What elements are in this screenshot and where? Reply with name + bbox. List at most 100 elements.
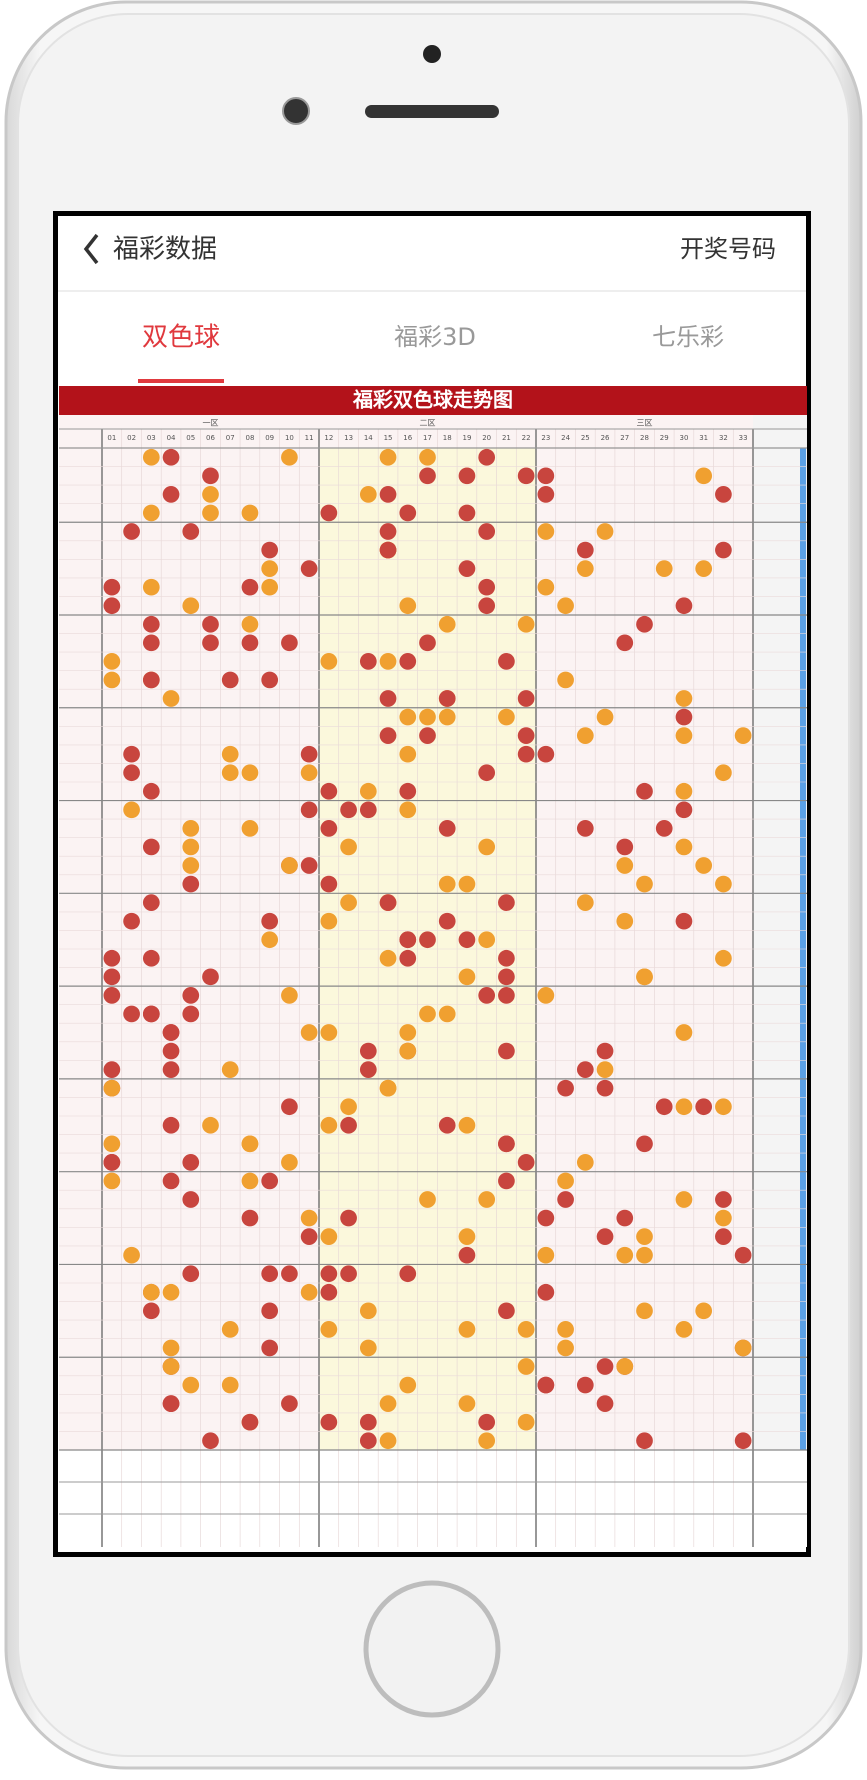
ball [596,1228,614,1245]
ball [537,578,555,596]
ball [498,949,515,967]
ball [103,968,121,986]
stats-bg [753,415,807,1450]
ball [675,1024,693,1041]
ball [320,1265,338,1283]
tab[interactable]: 福彩3D [394,323,476,351]
column-label: 30 [679,434,688,442]
ball [320,912,338,930]
ball [202,1432,219,1450]
ball [399,1042,417,1060]
ball [123,1246,140,1264]
ball [379,949,397,967]
ball [537,1283,555,1301]
ball [616,1358,634,1375]
ball [281,1265,298,1283]
header-action[interactable]: 开奖号码 [680,235,776,263]
ball [359,1042,377,1060]
ball [241,1172,259,1190]
ball [142,504,160,522]
ball [438,615,456,633]
ball [399,597,417,615]
ball [182,875,200,893]
ball [340,1116,357,1134]
ball [438,708,456,726]
ball [241,504,259,522]
ball [596,1395,614,1412]
ball [320,1283,338,1301]
ball [419,931,436,949]
ball [557,1339,574,1357]
column-label: 03 [147,434,156,442]
ball [498,987,515,1004]
column-label: 13 [344,434,353,442]
ball [675,708,693,726]
ball [399,949,417,967]
chart-banner [59,386,807,415]
tab[interactable]: 双色球 [142,323,220,353]
ball [478,931,496,949]
home-button[interactable] [363,1580,501,1718]
ball [399,1024,417,1041]
ball [458,968,476,986]
ball [399,1376,417,1394]
ball [675,727,693,744]
ball [517,467,535,485]
ball [537,1246,555,1264]
column-label: 24 [561,434,570,442]
ball [261,1302,279,1320]
ball [734,1339,752,1357]
ball [320,1321,338,1338]
ball [458,560,476,577]
ball [419,634,436,652]
ball [162,448,180,466]
ball [359,486,377,503]
ball [379,448,397,466]
ball [123,1005,140,1023]
column-label: 29 [660,434,669,442]
ball [419,727,436,744]
ball [438,1005,456,1023]
ball [379,894,397,911]
ball [123,523,140,540]
ball [202,504,219,522]
ball [359,1432,377,1450]
ball [458,467,476,485]
ball [359,782,377,800]
ball [517,1154,535,1171]
column-label: 28 [640,434,649,442]
ball [399,801,417,819]
ball [142,1302,160,1320]
ball [359,1413,377,1431]
tab[interactable]: 七乐彩 [652,323,724,351]
ball [320,1116,338,1134]
ball [182,1265,200,1283]
ball [458,1246,476,1264]
back-button[interactable] [83,233,99,265]
column-label: 27 [620,434,629,442]
ball [359,1302,377,1320]
ball [498,968,515,986]
ball [261,541,279,559]
ball [359,1339,377,1357]
ball [320,1024,338,1041]
ball [261,671,279,689]
chart-title: 福彩双色球走势图 [352,388,513,412]
ball [458,1116,476,1134]
ball [103,597,121,615]
ball [478,764,496,782]
ball [399,708,417,726]
column-label: 14 [364,434,373,442]
ball [478,1413,496,1431]
ball [241,615,259,633]
ball [734,727,752,744]
ball [202,615,219,633]
ball [340,1098,357,1116]
ball [142,894,160,911]
ball [399,653,417,670]
ball [616,1246,634,1264]
ball [202,486,219,503]
ball [182,820,200,837]
ball [517,615,535,633]
